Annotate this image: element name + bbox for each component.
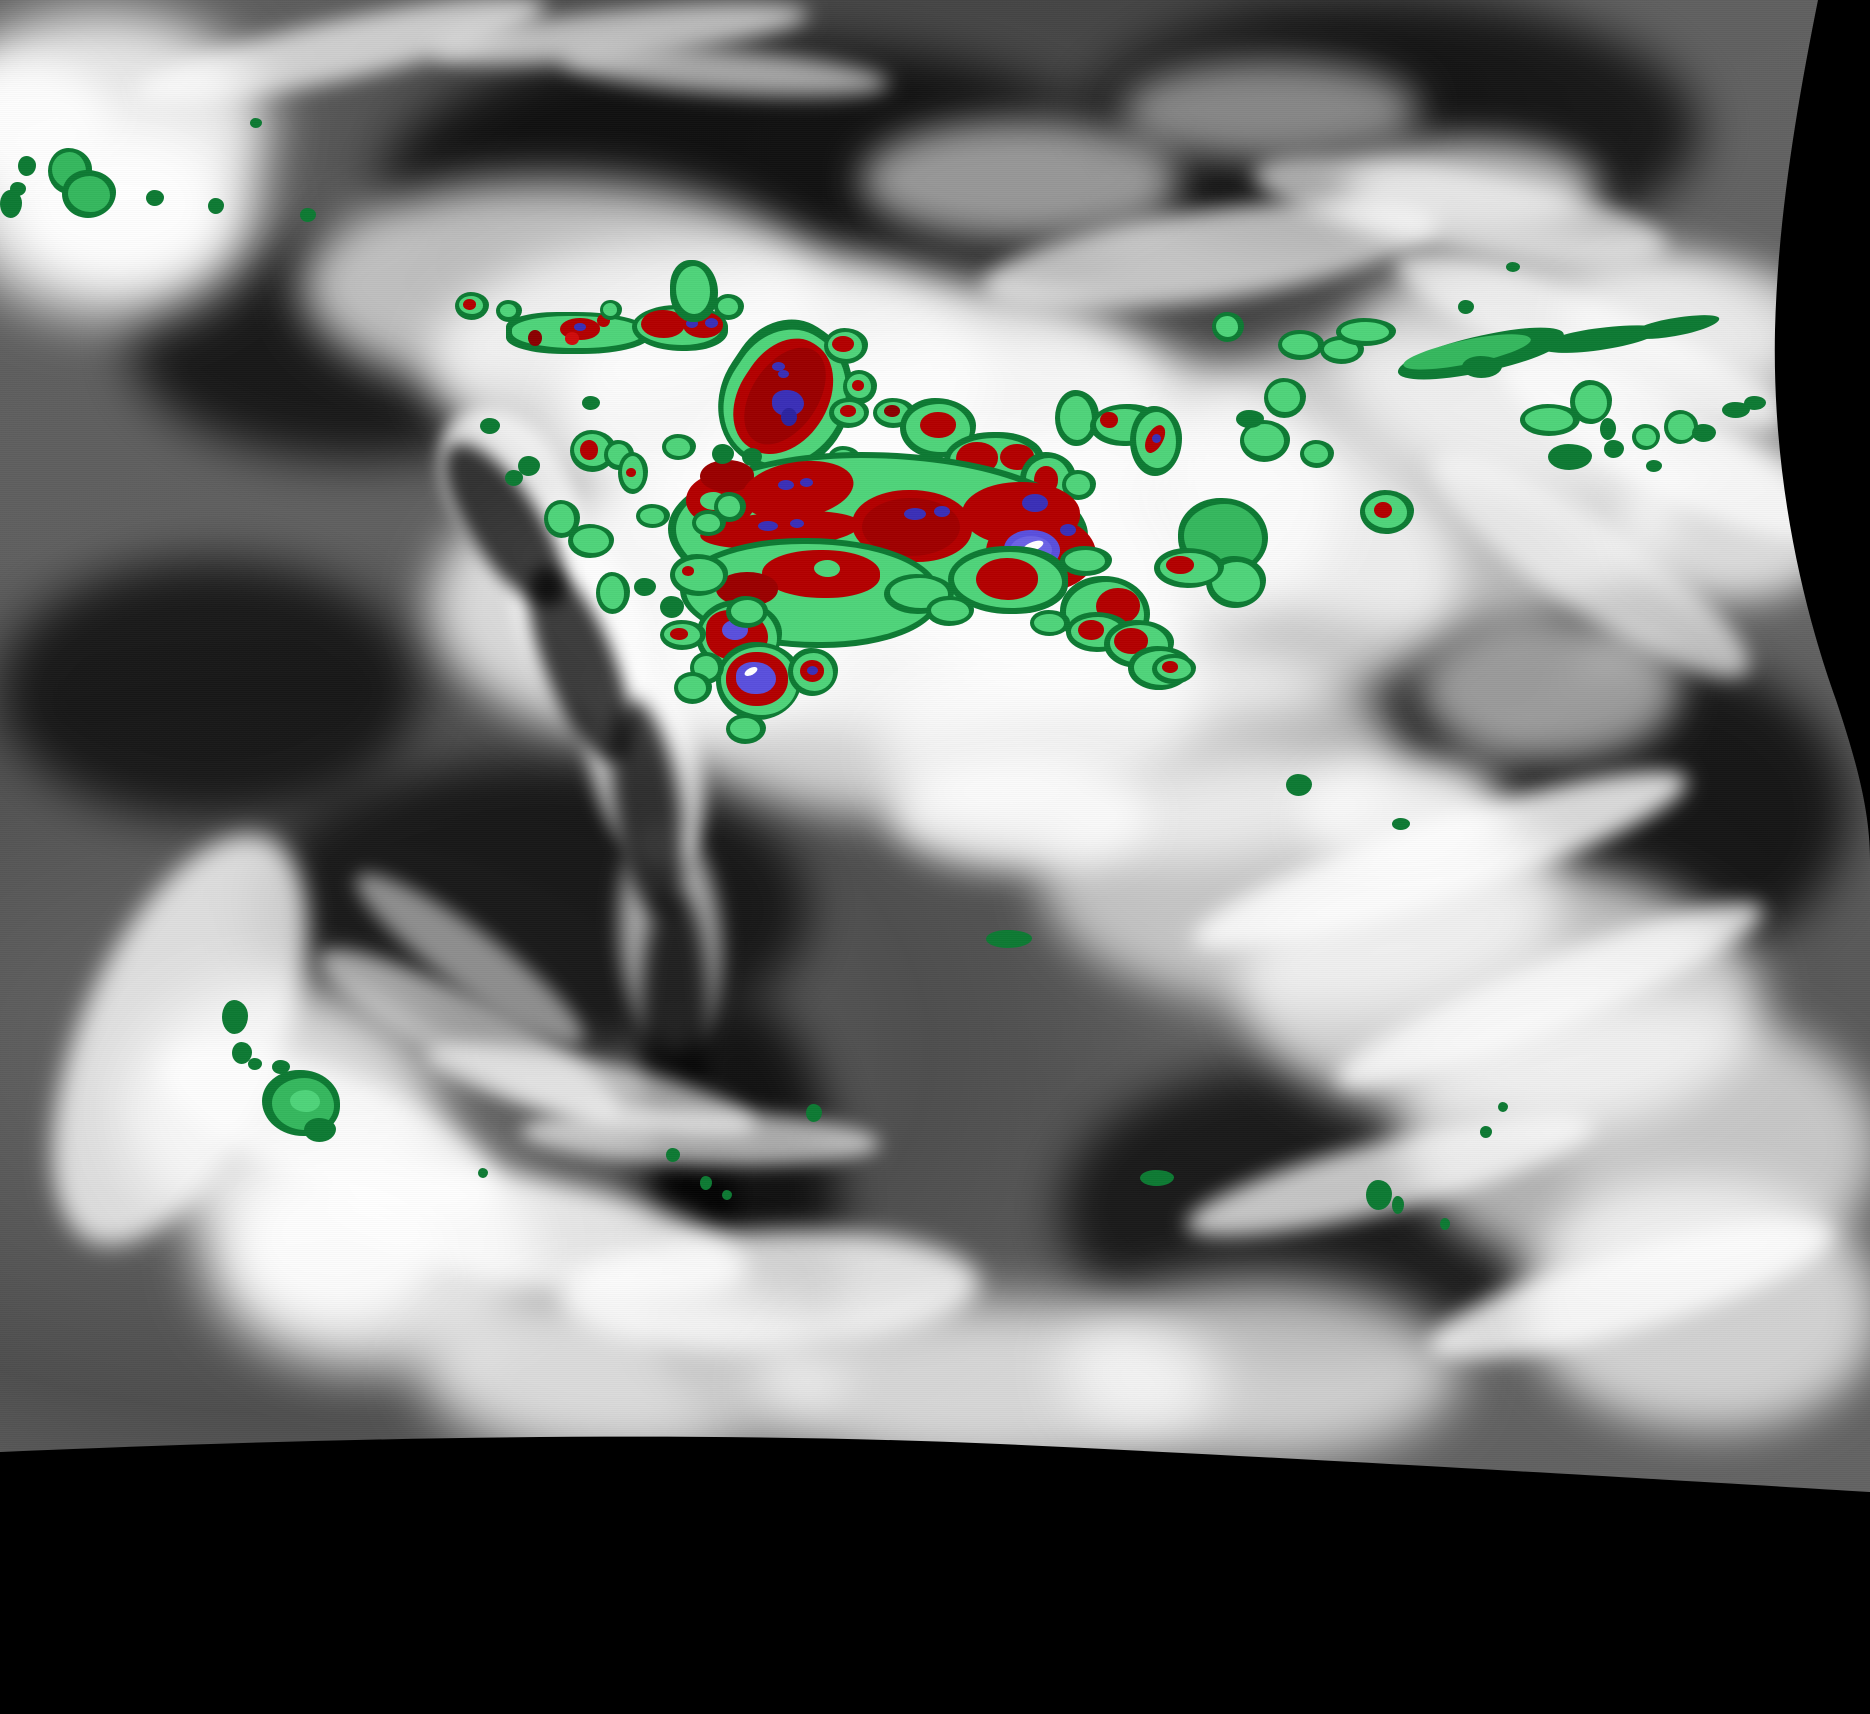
satellite-image-canvas <box>0 0 1870 1714</box>
earth-disk <box>0 0 1870 1714</box>
cloud-decks <box>0 0 1870 1714</box>
